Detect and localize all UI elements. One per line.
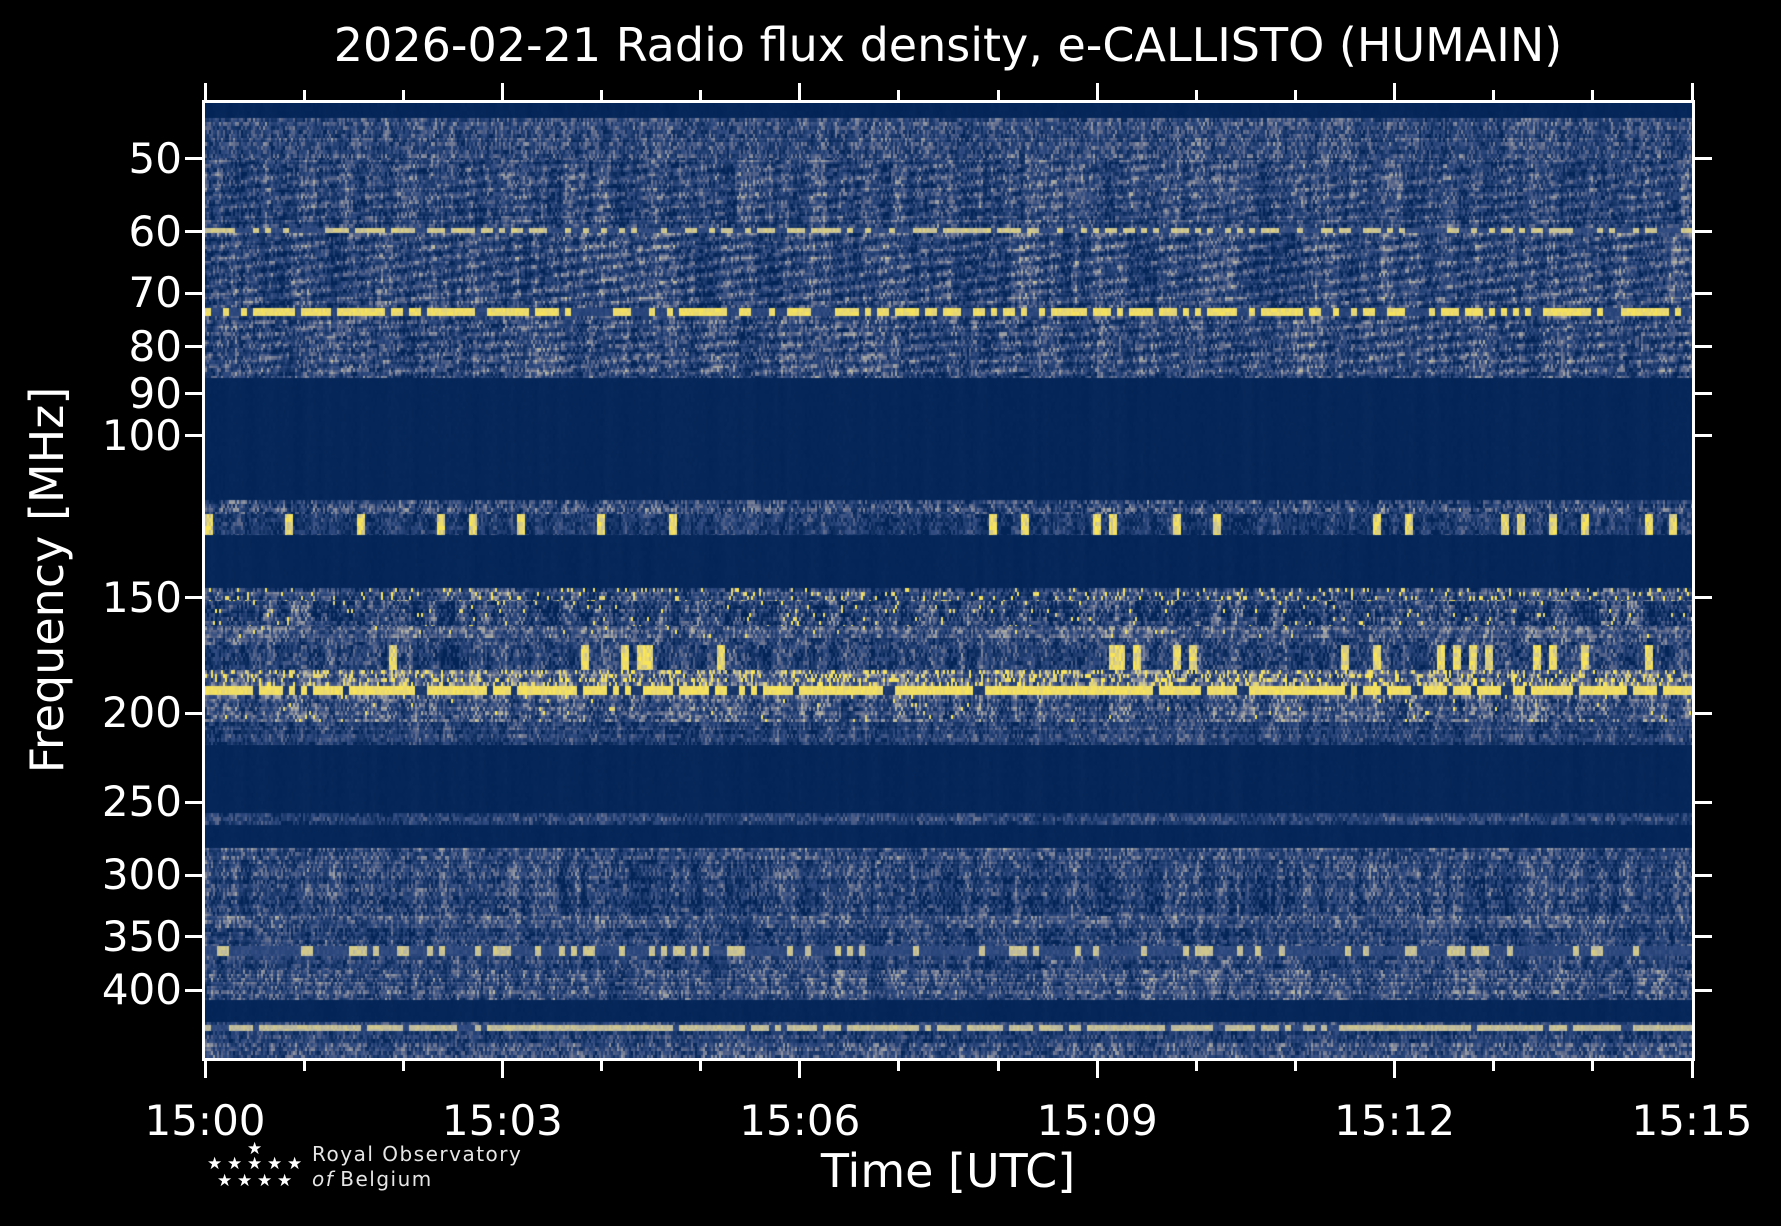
- tick-mark: [1690, 83, 1694, 100]
- tick-mark: [1293, 1061, 1297, 1071]
- y-tick-label: 50: [128, 133, 182, 183]
- tick-mark: [185, 157, 202, 161]
- tick-mark: [302, 1061, 306, 1071]
- tick-mark: [1095, 83, 1099, 100]
- tick-mark: [1293, 90, 1297, 100]
- rob-logo-line2-of: of: [312, 1167, 335, 1191]
- tick-mark: [600, 1061, 604, 1071]
- x-tick-label: 15:12: [1334, 1096, 1456, 1145]
- star-icon: ★: [257, 1171, 273, 1191]
- tick-mark: [500, 1061, 504, 1078]
- y-tick-label: 90: [128, 368, 182, 418]
- tick-mark: [1695, 434, 1712, 438]
- tick-mark: [996, 1061, 1000, 1071]
- plot-border: [202, 100, 1695, 1061]
- tick-mark: [185, 392, 202, 396]
- rob-logo-line2: of Belgium: [312, 1167, 433, 1191]
- tick-mark: [1695, 291, 1712, 295]
- star-icon: ★: [287, 1154, 303, 1174]
- tick-mark: [401, 90, 405, 100]
- tick-mark: [185, 988, 202, 992]
- tick-mark: [185, 935, 202, 939]
- tick-mark: [1591, 1061, 1595, 1071]
- y-tick-label: 60: [128, 206, 182, 256]
- tick-mark: [1492, 1061, 1496, 1071]
- tick-mark: [1695, 157, 1712, 161]
- rob-logo-line2-belgium: Belgium: [340, 1167, 433, 1191]
- x-tick-label: 15:00: [144, 1096, 266, 1145]
- y-tick-label: 80: [128, 321, 182, 371]
- tick-mark: [996, 90, 1000, 100]
- tick-mark: [1591, 90, 1595, 100]
- y-axis-label: Frequency [MHz]: [20, 386, 74, 774]
- y-tick-label: 150: [101, 572, 182, 622]
- tick-mark: [1393, 1061, 1397, 1078]
- tick-mark: [798, 1061, 802, 1078]
- tick-mark: [897, 1061, 901, 1071]
- tick-mark: [1492, 90, 1496, 100]
- tick-mark: [185, 873, 202, 877]
- tick-mark: [1695, 345, 1712, 349]
- tick-mark: [1695, 392, 1712, 396]
- x-tick-label: 15:15: [1631, 1096, 1753, 1145]
- star-icon: ★: [207, 1154, 223, 1174]
- tick-mark: [1695, 873, 1712, 877]
- star-icon: ★: [267, 1154, 283, 1174]
- x-tick-label: 15:06: [739, 1096, 861, 1145]
- tick-mark: [185, 230, 202, 234]
- tick-mark: [1695, 800, 1712, 804]
- tick-mark: [185, 345, 202, 349]
- tick-mark: [1393, 83, 1397, 100]
- tick-mark: [699, 90, 703, 100]
- tick-mark: [1095, 1061, 1099, 1078]
- tick-mark: [699, 1061, 703, 1071]
- star-icon: ★: [247, 1154, 263, 1174]
- star-icon: ★: [237, 1171, 253, 1191]
- tick-mark: [1695, 596, 1712, 600]
- star-icon: ★: [227, 1154, 243, 1174]
- tick-mark: [1695, 230, 1712, 234]
- tick-mark: [185, 434, 202, 438]
- tick-mark: [185, 291, 202, 295]
- star-icon: ★: [217, 1171, 233, 1191]
- x-tick-label: 15:09: [1036, 1096, 1158, 1145]
- tick-mark: [500, 83, 504, 100]
- tick-mark: [203, 83, 207, 100]
- y-tick-label: 250: [101, 777, 182, 827]
- tick-mark: [1194, 1061, 1198, 1071]
- tick-mark: [401, 1061, 405, 1071]
- tick-mark: [600, 90, 604, 100]
- tick-mark: [1695, 711, 1712, 715]
- tick-mark: [798, 83, 802, 100]
- tick-mark: [185, 800, 202, 804]
- x-tick-label: 15:03: [441, 1096, 563, 1145]
- y-tick-label: 300: [101, 850, 182, 900]
- tick-mark: [185, 596, 202, 600]
- star-icon: ★: [247, 1139, 263, 1159]
- y-tick-label: 70: [128, 268, 182, 318]
- tick-mark: [1695, 935, 1712, 939]
- x-axis-label: Time [UTC]: [820, 1144, 1076, 1198]
- y-tick-label: 100: [101, 410, 182, 460]
- tick-mark: [203, 1061, 207, 1078]
- tick-mark: [1695, 988, 1712, 992]
- star-icon: ★: [277, 1171, 293, 1191]
- tick-mark: [1194, 90, 1198, 100]
- rob-logo-line1: Royal Observatory: [312, 1142, 523, 1166]
- tick-mark: [1690, 1061, 1694, 1078]
- chart-title: 2026-02-21 Radio flux density, e-CALLIST…: [333, 18, 1563, 72]
- tick-mark: [897, 90, 901, 100]
- y-tick-label: 400: [101, 965, 182, 1015]
- tick-mark: [302, 90, 306, 100]
- y-tick-label: 200: [101, 688, 182, 738]
- y-tick-label: 350: [101, 911, 182, 961]
- tick-mark: [185, 711, 202, 715]
- spectrogram-canvas: [205, 103, 1692, 1058]
